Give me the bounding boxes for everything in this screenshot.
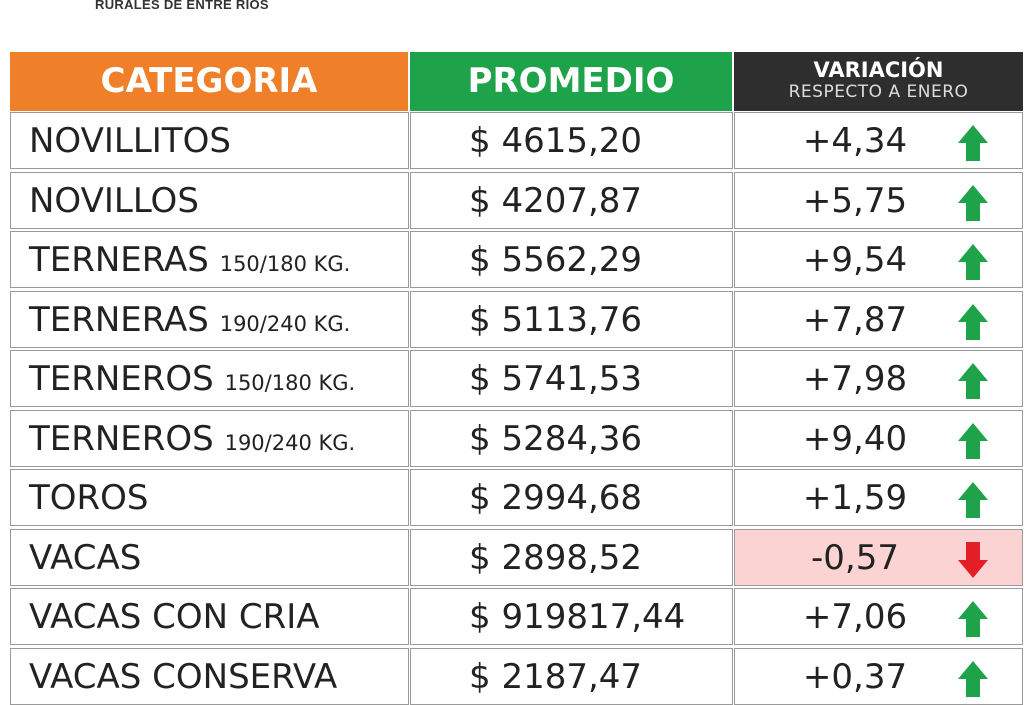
change-cell: +7,87 (734, 290, 1023, 348)
category-detail: 150/180 KG. (224, 371, 356, 395)
category-name: VACAS (29, 537, 142, 578)
price-cell: $ 2898,52 (410, 528, 733, 586)
arrow-shape (958, 363, 988, 399)
arrow-up (958, 125, 988, 161)
category-cell: NOVILLITOS (10, 112, 409, 169)
arrow-up (958, 601, 988, 637)
header-cell: VARIACIÓN RESPECTO A ENERO (734, 52, 1023, 111)
price-cell: $ 5113,76 (410, 290, 733, 348)
header-cell: PROMEDIO (410, 52, 732, 111)
price-cell: $ 5741,53 (410, 350, 733, 407)
price-cell: $ 4615,20 (410, 112, 733, 169)
change-cell: +4,34 (734, 112, 1023, 169)
category-name: TERNEROS (29, 418, 214, 459)
price-cell: $ 919817,44 (410, 588, 733, 645)
change-value: -0,57 (811, 537, 899, 578)
category-cell: TERNERAS 150/180 KG. (10, 231, 409, 288)
header-title: VARIACIÓN (813, 58, 944, 82)
category-cell: NOVILLOS (10, 171, 409, 229)
change-value: +9,54 (802, 240, 908, 280)
arrow-shape (958, 601, 988, 637)
change-cell: +9,54 (734, 231, 1023, 288)
arrow-shape (958, 660, 988, 697)
price-cell: $ 5284,36 (410, 409, 733, 467)
category-name: TERNERAS (29, 299, 209, 340)
arrow-shape (958, 184, 988, 221)
change-value: +1,59 (802, 478, 908, 518)
category-cell: TERNEROS 190/240 KG. (10, 409, 409, 467)
category-name: NOVILLITOS (29, 121, 231, 161)
arrow-shape (958, 125, 988, 161)
arrow-up (958, 303, 988, 340)
category-cell: TOROS (10, 469, 409, 526)
arrow-up (958, 482, 988, 518)
arrow-shape (958, 244, 988, 280)
change-value: +9,40 (802, 418, 908, 459)
category-name: TERNEROS (29, 359, 214, 399)
change-value: +7,06 (802, 597, 908, 637)
arrow-up (958, 244, 988, 280)
change-cell: +7,98 (734, 350, 1023, 407)
arrow-shape (958, 482, 988, 518)
change-value: +5,75 (802, 180, 908, 221)
page: RURALES DE ENTRE RIOS CATEGORIA PROMEDIO… (10, 0, 1023, 705)
category-cell: VACAS CONSERVA (10, 647, 409, 705)
brand-text: RURALES DE ENTRE RIOS (95, 0, 269, 12)
header-cell: CATEGORIA (10, 52, 408, 111)
category-cell: TERNERAS 190/240 KG. (10, 290, 409, 348)
price-cell: $ 4207,87 (410, 171, 733, 229)
category-cell: TERNEROS 150/180 KG. (10, 350, 409, 407)
change-cell: +1,59 (734, 469, 1023, 526)
price-cell: $ 5562,29 (410, 231, 733, 288)
arrow-shape (958, 541, 988, 578)
category-detail: 150/180 KG. (219, 252, 351, 276)
category-name: NOVILLOS (29, 180, 199, 221)
change-value: +4,34 (802, 121, 908, 161)
change-cell: +5,75 (734, 171, 1023, 229)
price-cell: $ 2187,47 (410, 647, 733, 705)
arrow-shape (958, 303, 988, 340)
category-name: VACAS CONSERVA (29, 656, 338, 697)
change-cell: -0,57 (734, 528, 1023, 586)
category-name: VACAS CON CRIA (29, 597, 320, 637)
header-subtitle: RESPECTO A ENERO (788, 82, 969, 102)
change-cell: +9,40 (734, 409, 1023, 467)
arrow-up (958, 422, 988, 459)
change-cell: +0,37 (734, 647, 1023, 705)
category-name: TOROS (29, 478, 149, 518)
category-name: TERNERAS (29, 240, 209, 280)
category-detail: 190/240 KG. (224, 430, 356, 455)
category-cell: VACAS (10, 528, 409, 586)
arrow-up (958, 363, 988, 399)
change-value: +7,98 (802, 359, 908, 399)
change-cell: +7,06 (734, 588, 1023, 645)
arrow-down (958, 541, 988, 578)
category-cell: VACAS CON CRIA (10, 588, 409, 645)
arrow-shape (958, 422, 988, 459)
price-cell: $ 2994,68 (410, 469, 733, 526)
change-value: +0,37 (802, 656, 908, 697)
arrow-up (958, 660, 988, 697)
arrow-up (958, 184, 988, 221)
category-detail: 190/240 KG. (219, 311, 351, 336)
change-value: +7,87 (802, 299, 908, 340)
